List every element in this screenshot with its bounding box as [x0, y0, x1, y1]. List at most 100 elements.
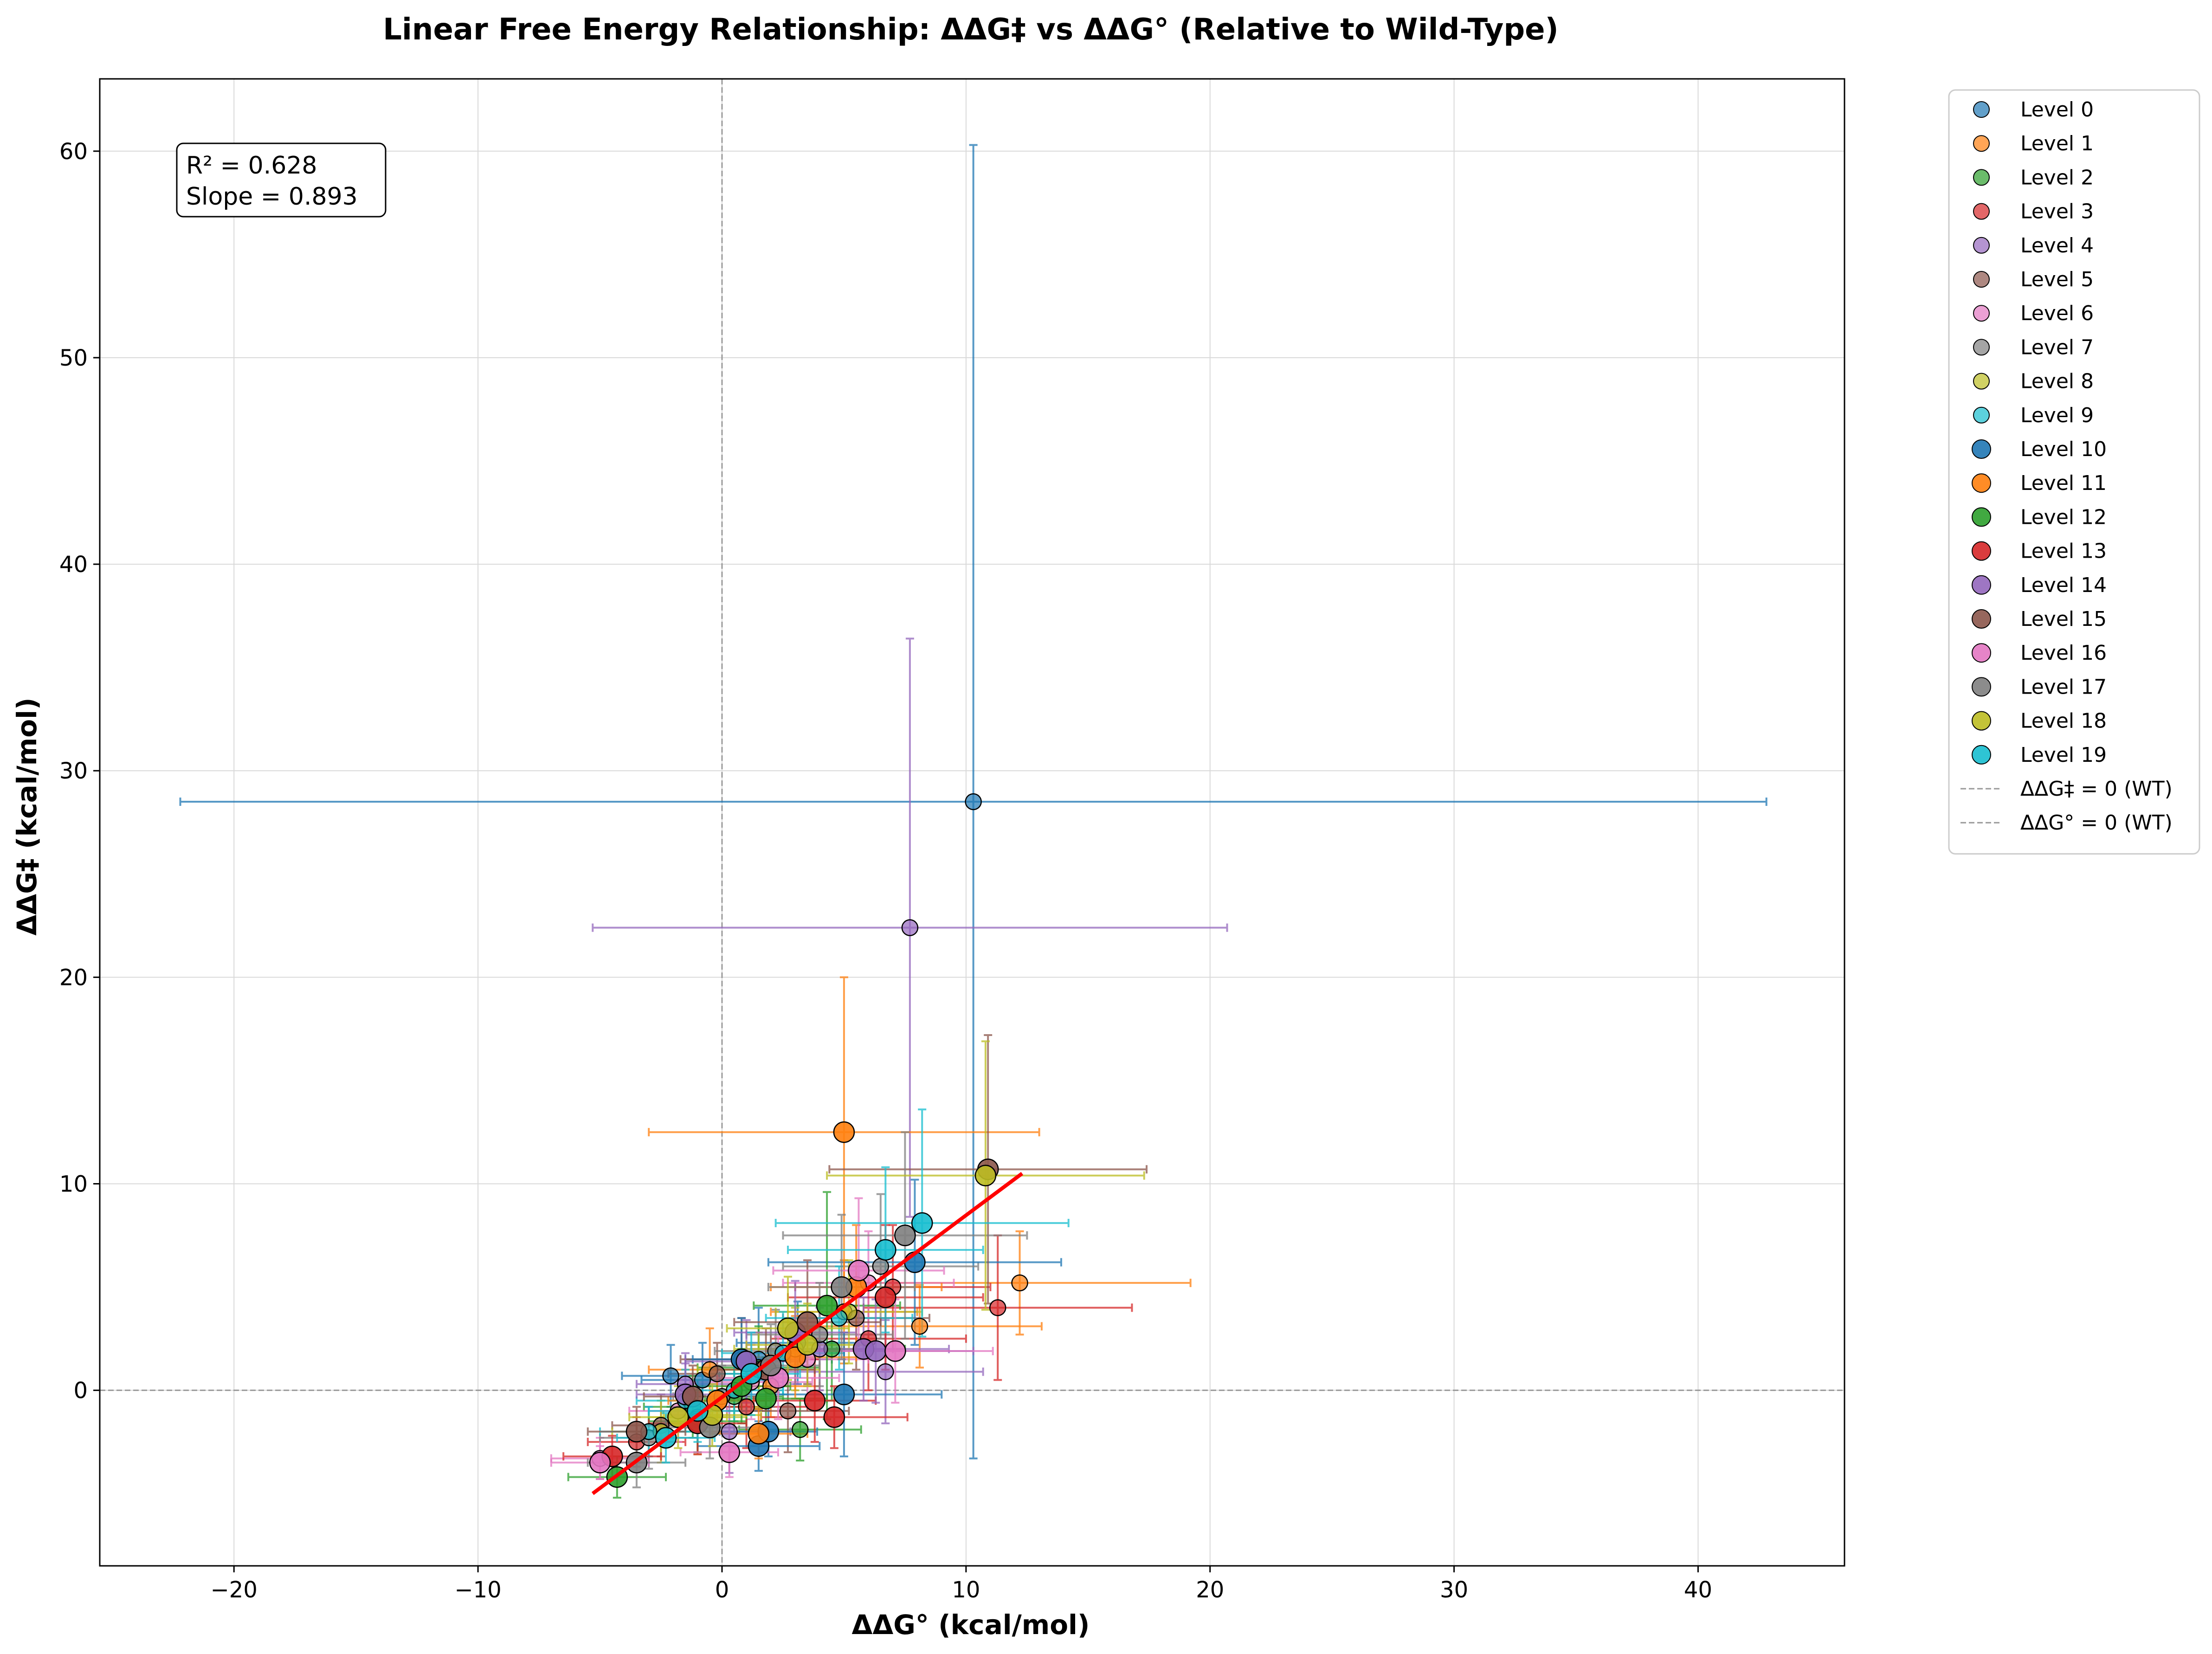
legend-label: Level 19: [2020, 743, 2107, 767]
axis-ticks: −20 −10 0 10 20 30 40 0 10 20 30 40 50 60: [59, 139, 1712, 1603]
legend-marker: [1972, 507, 1991, 527]
data-point: [667, 1406, 689, 1428]
legend-label: Level 0: [2020, 98, 2094, 122]
data-point: [721, 1423, 738, 1440]
data-point: [662, 1367, 679, 1384]
legend-label: Level 3: [2020, 200, 2094, 224]
data-point: [589, 1452, 611, 1474]
legend-marker: [1972, 745, 1991, 765]
chart-title: Linear Free Energy Relationship: ΔΔG‡ vs…: [383, 13, 1559, 47]
legend-marker: [1973, 169, 1990, 186]
legend-label: Level 6: [2020, 302, 2094, 325]
data-point: [777, 1317, 799, 1339]
data-point: [831, 1276, 852, 1298]
legend-label: Level 5: [2020, 268, 2094, 291]
data-point: [816, 1294, 838, 1317]
data-point: [884, 1340, 906, 1362]
legend-label: Level 14: [2020, 573, 2107, 597]
data-point: [877, 1363, 894, 1380]
fit-line-group: [591, 1172, 1024, 1495]
legend-label: ΔΔG° = 0 (WT): [2020, 811, 2173, 835]
data-point: [792, 1421, 809, 1438]
data-point: [760, 1354, 782, 1377]
data-point: [872, 1258, 890, 1275]
x-tick-label: 0: [715, 1577, 729, 1603]
y-tick-label: 40: [59, 552, 88, 578]
plot-frame: [99, 78, 1845, 1567]
data-point: [779, 1402, 797, 1420]
legend-label: ΔΔG‡ = 0 (WT): [2020, 777, 2173, 801]
data-point: [626, 1421, 648, 1442]
legend-label: Level 18: [2020, 709, 2107, 733]
data-point: [901, 919, 919, 936]
legend-label: Level 7: [2020, 335, 2094, 359]
legend-marker: [1973, 203, 1990, 220]
legend-marker: [1973, 135, 1990, 152]
y-tick-label: 30: [59, 758, 88, 784]
legend-marker: [1973, 237, 1990, 254]
y-axis-label: ΔΔG‡ (kcal/mol): [11, 698, 43, 936]
data-point: [833, 1121, 855, 1143]
legend-marker: [1973, 339, 1990, 356]
y-tick-label: 60: [59, 139, 88, 165]
legend-label: Level 12: [2020, 505, 2107, 529]
legend-label: Level 15: [2020, 607, 2107, 631]
legend-label: Level 4: [2020, 234, 2094, 257]
legend-marker: [1972, 473, 1991, 493]
data-point: [989, 1299, 1006, 1316]
fit-line: [591, 1172, 1024, 1495]
data-point: [911, 1212, 933, 1234]
data-point: [875, 1287, 896, 1308]
legend-marker: [1972, 439, 1991, 459]
legend: Level 0 Level 1 Level 2 Level 3 Level 4 Level…: [1948, 89, 2200, 855]
legend-marker: [1972, 711, 1991, 731]
data-point: [833, 1384, 855, 1405]
data-point: [755, 1388, 777, 1409]
legend-label: Level 10: [2020, 438, 2107, 461]
data-point: [911, 1318, 929, 1335]
reference-lines: [100, 79, 1844, 1566]
data-point: [1011, 1274, 1028, 1292]
x-tick-label: 40: [1684, 1577, 1712, 1603]
grid: [100, 79, 1844, 1566]
legend-label: Level 16: [2020, 641, 2107, 665]
data-point: [738, 1398, 755, 1416]
legend-marker: [1972, 677, 1991, 697]
legend-label: Level 11: [2020, 471, 2107, 495]
data-point: [875, 1239, 896, 1261]
legend-marker: [1973, 406, 1990, 424]
legend-label: Level 1: [2020, 132, 2094, 155]
data-point: [804, 1390, 826, 1412]
x-tick-label: 20: [1196, 1577, 1224, 1603]
x-tick-label: −20: [211, 1577, 258, 1603]
data-point: [974, 1165, 997, 1186]
slope-text: Slope = 0.893: [186, 183, 358, 211]
y-tick-label: 50: [59, 345, 88, 371]
x-tick-label: 10: [952, 1577, 980, 1603]
data-point: [965, 793, 982, 811]
legend-marker: [1972, 541, 1991, 561]
legend-marker: [1972, 575, 1991, 595]
legend-marker: [1973, 271, 1990, 288]
x-tick-label: −10: [454, 1577, 501, 1603]
y-tick-label: 10: [59, 1171, 88, 1197]
stats-box: [176, 142, 387, 218]
y-tick-label: 20: [59, 965, 88, 991]
legend-marker: [1973, 373, 1990, 390]
legend-label: Level 17: [2020, 675, 2107, 699]
x-tick-label: 30: [1440, 1577, 1468, 1603]
data-point: [848, 1260, 870, 1281]
data-point: [709, 1365, 726, 1383]
data-point: [687, 1400, 709, 1422]
legend-label: Level 8: [2020, 370, 2094, 393]
data-point: [894, 1224, 916, 1247]
legend-label: Level 9: [2020, 404, 2094, 427]
legend-marker: [1972, 609, 1991, 629]
y-tick-label: 0: [73, 1378, 88, 1404]
legend-marker: [1973, 305, 1990, 322]
data-point: [748, 1422, 770, 1445]
x-axis-label: ΔΔG° (kcal/mol): [852, 1609, 1090, 1641]
data-point: [718, 1441, 741, 1463]
